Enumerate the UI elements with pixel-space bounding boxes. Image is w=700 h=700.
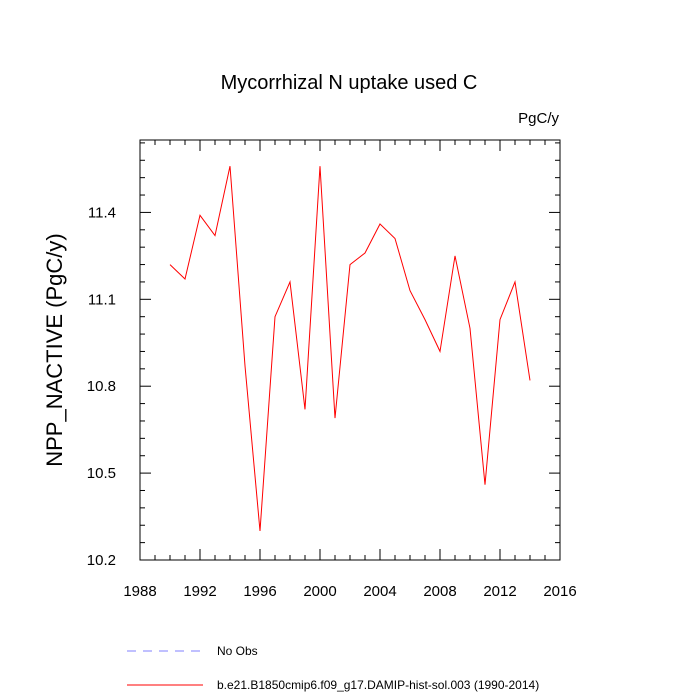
x-tick-label: 2008 bbox=[423, 583, 456, 600]
x-tick-label: 1996 bbox=[243, 583, 276, 600]
units-label: PgC/y bbox=[518, 110, 559, 127]
x-tick-label: 2012 bbox=[483, 583, 516, 600]
y-axis-label: NPP_NACTIVE (PgC/y) bbox=[42, 233, 67, 467]
legend-label: No Obs bbox=[217, 644, 258, 658]
y-tick-label: 10.5 bbox=[87, 465, 116, 482]
x-tick-label: 1988 bbox=[123, 583, 156, 600]
chart-title: Mycorrhizal N uptake used C bbox=[221, 72, 478, 94]
series-layer bbox=[169, 165, 531, 532]
legend: No Obs b.e21.B1850cmip6.f09_g17.DAMIP-his… bbox=[127, 644, 539, 692]
axes: 1988 1992 1996 2000 2004 2008 2012 2016 10.2 10.5… bbox=[87, 140, 577, 600]
x-tick-label: 1992 bbox=[183, 583, 216, 600]
series-line bbox=[169, 165, 531, 532]
x-tick-label: 2004 bbox=[363, 583, 396, 600]
x-tick-label: 2000 bbox=[303, 583, 336, 600]
y-tick-label: 10.2 bbox=[87, 552, 116, 569]
y-tick-label: 11.4 bbox=[88, 204, 116, 221]
legend-label: b.e21.B1850cmip6.f09_g17.DAMIP-hist-sol.… bbox=[217, 678, 539, 692]
x-tick-label: 2016 bbox=[543, 583, 576, 600]
y-tick-label: 11.1 bbox=[88, 291, 116, 308]
y-tick-label: 10.8 bbox=[87, 378, 116, 395]
